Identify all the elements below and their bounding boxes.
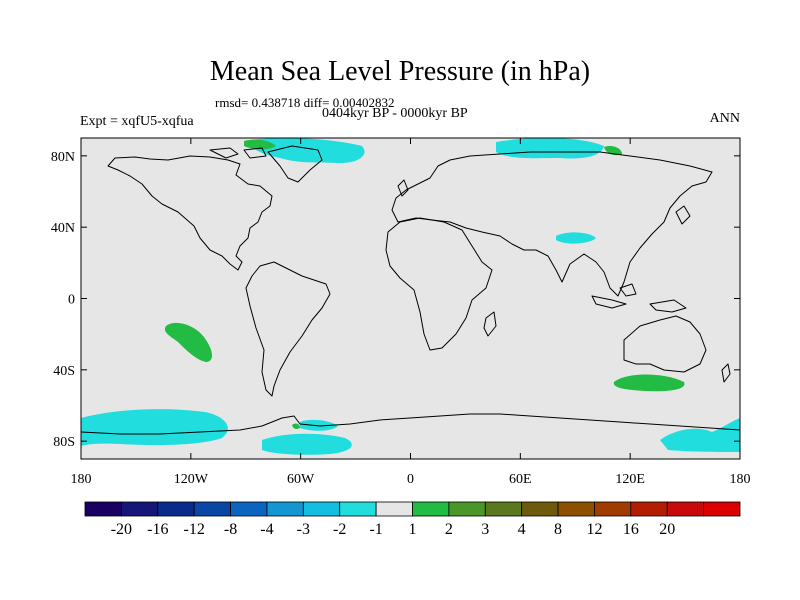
coast-australia — [623, 315, 707, 373]
x-tick-label: 120W — [174, 472, 209, 487]
colorbar-label: -3 — [297, 521, 310, 538]
colorbar-label: -2 — [333, 521, 346, 538]
colorbar-box — [448, 501, 486, 517]
colorbar-box — [521, 501, 559, 517]
coast-antarctica — [81, 413, 740, 435]
colorbar-box — [412, 501, 450, 517]
colorbar-label: 1 — [409, 521, 417, 538]
southern-ocean-negative-west — [81, 409, 228, 446]
colorbar-label: -20 — [111, 521, 132, 538]
axis-ticks: 80N 40N 0 40S 80S 180 120W 60W 0 60E 120E 180 — [51, 138, 751, 487]
y-tick-label: 80S — [53, 435, 75, 450]
map-background — [81, 138, 740, 459]
colorbar-box — [339, 501, 377, 517]
season-label: ANN — [709, 111, 740, 126]
x-tick-label: 180 — [71, 472, 92, 487]
colorbar-box — [666, 501, 705, 517]
colorbar-box — [375, 501, 413, 517]
coast-south-america — [245, 261, 331, 397]
colorbar-box — [266, 501, 304, 517]
colorbar-label: 4 — [518, 521, 526, 538]
colorbar-label: 16 — [623, 521, 639, 538]
x-tick-label: 0 — [407, 472, 414, 487]
arctic-greenland-negative — [249, 138, 365, 164]
colorbar-label: 3 — [481, 521, 489, 538]
coast-arctic-islands — [209, 147, 267, 159]
coast-eurasia — [391, 151, 713, 297]
colorbar-box — [594, 501, 632, 517]
coast-indonesia — [591, 283, 687, 313]
colorbar: -20 -16 -12 -8 -4 -3 -2 -1 1 2 3 4 8 12 16 20 — [84, 501, 741, 538]
coast-new-zealand — [721, 363, 731, 383]
colorbar-label: -8 — [224, 521, 237, 538]
colorbar-box — [84, 501, 122, 517]
southern-ocean-negative-center — [262, 433, 352, 455]
y-tick-label: 80N — [51, 150, 75, 165]
southern-ocean-negative-east — [660, 418, 740, 452]
coast-africa — [385, 217, 493, 351]
y-tick-label: 0 — [68, 293, 75, 308]
coast-madagascar — [483, 311, 497, 337]
south-pacific-positive — [164, 322, 212, 362]
x-tick-label: 180 — [730, 472, 751, 487]
anomaly-layer — [81, 138, 740, 455]
colorbar-box — [630, 501, 668, 517]
x-tick-label: 60E — [509, 472, 532, 487]
colorbar-box — [703, 501, 741, 517]
colorbar-label: -4 — [260, 521, 273, 538]
colorbar-label: 2 — [445, 521, 453, 538]
central-asia-negative — [556, 232, 596, 244]
colorbar-box — [193, 501, 231, 517]
coastlines — [81, 145, 740, 435]
coast-greenland — [267, 145, 323, 183]
colorbar-box — [484, 501, 523, 517]
period-text: 0404kyr BP - 0000kyr BP — [322, 106, 468, 121]
y-tick-label: 40N — [51, 221, 75, 236]
colorbar-box — [120, 501, 159, 517]
colorbar-label: -12 — [184, 521, 205, 538]
colorbar-box — [230, 501, 268, 517]
y-tick-label: 40S — [53, 364, 75, 379]
experiment-label: Expt = xqfU5-xqfua — [80, 114, 194, 129]
colorbar-label: -1 — [369, 521, 382, 538]
south-indian-positive — [613, 374, 685, 392]
colorbar-box — [302, 501, 341, 517]
coast-japan — [675, 205, 691, 225]
southern-ocean-small-blob — [300, 419, 338, 431]
coast-uk — [397, 179, 409, 197]
arctic-siberia-negative — [496, 138, 604, 159]
stats-text: rmsd= 0.438718 diff= 0.00402832 — [215, 95, 395, 110]
colorbar-label: -16 — [147, 521, 168, 538]
colorbar-label: 20 — [659, 521, 675, 538]
map-title: Mean Sea Level Pressure (in hPa) — [209, 56, 591, 87]
coast-north-america — [107, 155, 273, 271]
x-tick-label: 60W — [287, 472, 315, 487]
colorbar-label: 12 — [586, 521, 602, 538]
x-tick-label: 120E — [615, 472, 645, 487]
colorbar-box — [157, 501, 195, 517]
colorbar-box — [557, 501, 595, 517]
colorbar-label: 8 — [554, 521, 562, 538]
arctic-greenland-positive — [244, 139, 276, 150]
antarctic-small-positive — [292, 423, 300, 429]
